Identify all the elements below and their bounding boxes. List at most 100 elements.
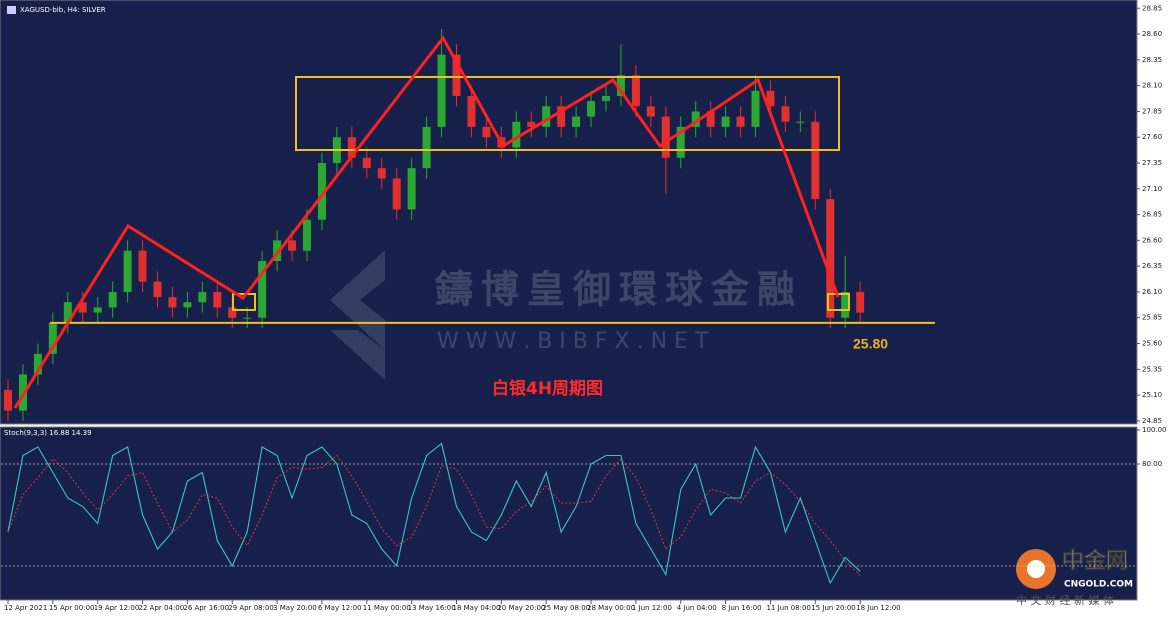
y-tick-label: 28.85 — [1142, 4, 1162, 12]
x-tick-label: 13 May 16:00 — [408, 604, 456, 612]
candle-body — [527, 121, 536, 127]
range-box — [295, 76, 840, 151]
candle-body — [691, 111, 700, 127]
candle-body — [258, 261, 267, 318]
candle-body — [303, 219, 311, 251]
candle-body — [646, 106, 655, 117]
candle-body — [796, 121, 805, 123]
candle-body — [362, 157, 371, 169]
candle-body — [407, 168, 416, 210]
candle-body — [138, 250, 147, 282]
candle-body — [661, 116, 670, 158]
candle-body — [317, 162, 326, 220]
candle-body — [78, 302, 87, 313]
x-tick-label: 22 Apr 04:00 — [139, 604, 185, 612]
candle-body — [273, 240, 282, 262]
candle-body — [108, 291, 117, 308]
candle-body — [4, 389, 12, 411]
x-tick-label: 28 May 00:00 — [587, 604, 635, 612]
candle-body — [706, 111, 715, 127]
candle-body — [437, 54, 446, 127]
candle-body — [377, 168, 386, 179]
candle-body — [168, 297, 177, 308]
candle-body — [347, 137, 356, 158]
price-panel — [0, 0, 1138, 425]
y-tick-label: 26.85 — [1142, 211, 1162, 219]
osc-y-tick-label: 80.00 — [1142, 460, 1162, 468]
candle-body — [392, 178, 401, 210]
y-tick-label: 27.85 — [1142, 107, 1162, 115]
candle-body — [676, 126, 685, 158]
x-tick-label: 6 May 12:00 — [318, 604, 362, 612]
y-tick-label: 25.85 — [1142, 314, 1162, 322]
candle-body — [856, 291, 865, 313]
candle-body — [616, 75, 625, 96]
x-tick-label: 1 Jun 12:00 — [632, 604, 672, 612]
oscillator-panel — [0, 426, 1138, 601]
candle-body — [198, 291, 207, 303]
candle-body — [452, 54, 461, 96]
candle-body — [482, 126, 491, 138]
candle-body — [183, 302, 192, 308]
osc-y-tick-label: 100.00 — [1142, 426, 1167, 434]
candle-body — [587, 101, 596, 117]
x-tick-label: 26 Apr 16:00 — [183, 604, 229, 612]
candle-body — [33, 353, 42, 375]
y-tick-label: 28.60 — [1142, 30, 1162, 38]
drawings — [13, 35, 850, 409]
x-tick-label: 12 Apr 2021 — [4, 604, 47, 612]
watermark-icon — [330, 250, 385, 350]
y-tick-label: 26.10 — [1142, 288, 1162, 296]
watermark: 鑄博皇御環球金融 W W W . B I B F X . N E T — [330, 250, 795, 380]
candle-body — [467, 95, 476, 127]
candle-body — [557, 106, 566, 127]
y-tick-label: 28.35 — [1142, 56, 1162, 64]
y-tick-label: 25.10 — [1142, 391, 1162, 399]
x-tick-label: 29 Apr 08:00 — [228, 604, 274, 612]
candle-body — [602, 95, 610, 102]
chart-title: XAGUSD-bib, H4: SILVER — [20, 6, 106, 14]
x-tick-label: 8 Jun 16:00 — [722, 604, 762, 612]
support-label: 25.80 — [853, 336, 888, 352]
candle-body — [153, 281, 162, 298]
candle-body — [841, 291, 850, 318]
candle-body — [826, 199, 835, 318]
candle-body — [93, 307, 102, 313]
candle-body — [542, 106, 551, 127]
candle-body — [766, 90, 775, 107]
x-tick-label: 11 May 00:00 — [363, 604, 411, 612]
watermark-url: W W W . B I B F X . N E T — [437, 329, 709, 354]
candle-body — [751, 90, 760, 127]
candle-body — [781, 106, 790, 122]
logo-icon — [1027, 560, 1045, 578]
candle-body — [123, 250, 132, 292]
candle-body — [48, 322, 57, 354]
y-tick-label: 25.60 — [1142, 340, 1162, 348]
candle-body — [811, 121, 820, 200]
x-tick-label: 15 Apr 00:00 — [49, 604, 95, 612]
oscillator-label: Stoch(9,3,3) 16.88 14.39 — [4, 429, 92, 437]
logo: 中金网 CNGOLD.COM 中 文 财 经 新 媒 体 — [1016, 548, 1133, 607]
x-tick-label: 4 Jun 04:00 — [677, 604, 717, 612]
candle-body — [631, 75, 640, 107]
y-tick-label: 28.10 — [1142, 82, 1162, 90]
x-tick-label: 11 Jun 08:00 — [766, 604, 810, 612]
candle-body — [422, 126, 431, 169]
y-tick-label: 25.35 — [1142, 365, 1162, 373]
x-tick-label: 18 Jun 12:00 — [856, 604, 900, 612]
y-tick-label: 24.85 — [1142, 417, 1162, 425]
y-tick-label: 27.10 — [1142, 185, 1162, 193]
window-icon — [7, 6, 16, 14]
candle-body — [243, 317, 252, 319]
candle-body — [572, 116, 581, 127]
candle-body — [512, 121, 521, 148]
candle-body — [213, 291, 222, 308]
zigzag — [13, 35, 840, 409]
pivot-box — [827, 293, 850, 311]
candle-body — [736, 116, 745, 127]
candle-body — [721, 116, 730, 127]
logo-tagline: 中 文 财 经 新 媒 体 — [1016, 593, 1114, 607]
x-tick-label: 18 May 04:00 — [453, 604, 501, 612]
y-tick-label: 27.35 — [1142, 159, 1162, 167]
